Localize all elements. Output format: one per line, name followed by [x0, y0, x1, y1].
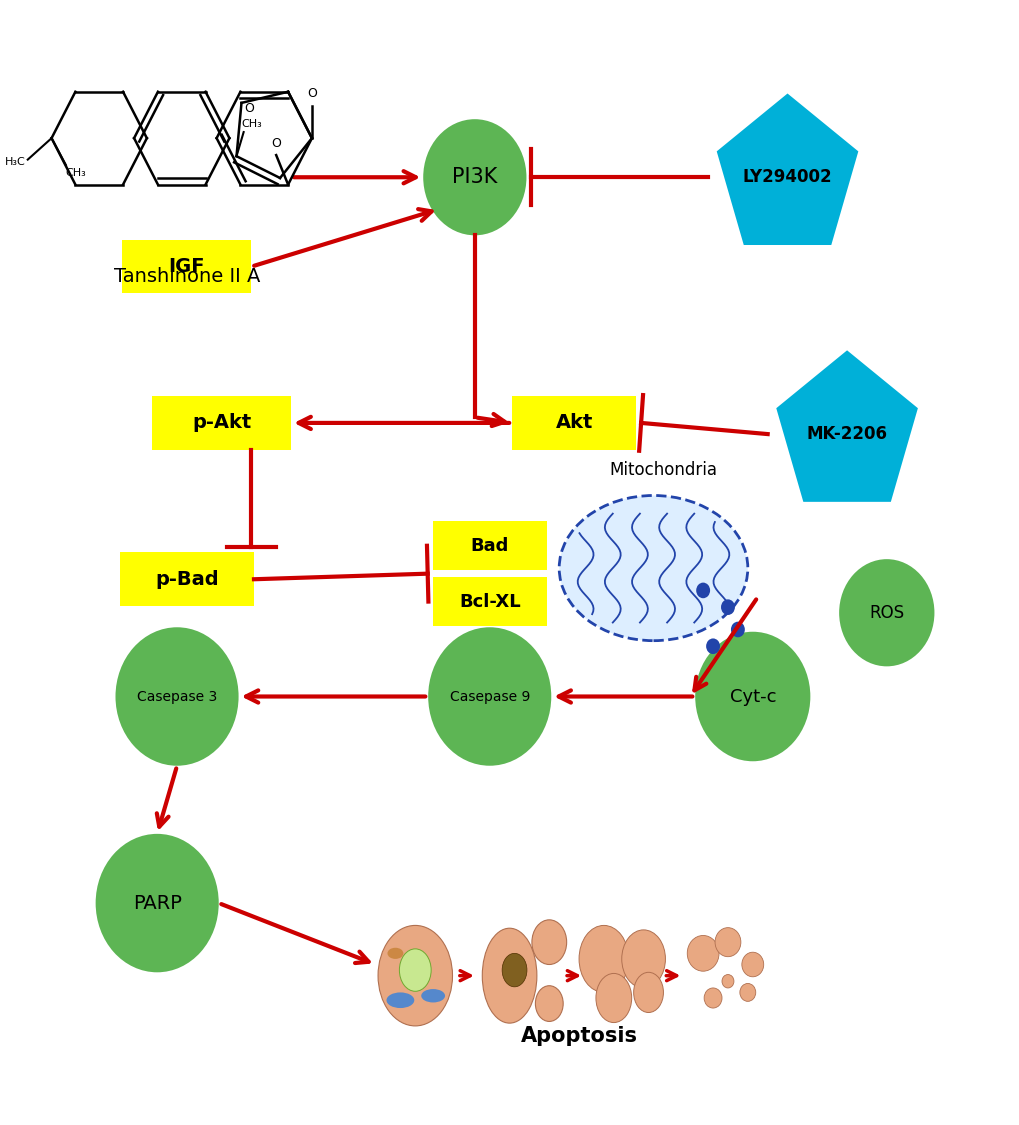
Ellipse shape [386, 992, 414, 1008]
Circle shape [720, 600, 735, 615]
Text: Akt: Akt [555, 413, 592, 432]
Ellipse shape [579, 926, 628, 992]
Text: O: O [307, 88, 317, 100]
FancyBboxPatch shape [512, 396, 636, 450]
Ellipse shape [535, 986, 562, 1022]
Circle shape [687, 936, 718, 971]
Polygon shape [775, 350, 917, 502]
Text: CH₃: CH₃ [66, 168, 87, 178]
Text: Bad: Bad [470, 537, 508, 555]
Circle shape [739, 983, 755, 1001]
Circle shape [705, 638, 719, 654]
Polygon shape [716, 93, 857, 245]
Circle shape [428, 628, 550, 766]
Text: Bcl-XL: Bcl-XL [459, 593, 520, 611]
Text: O: O [244, 101, 254, 115]
Ellipse shape [558, 495, 747, 640]
Circle shape [96, 834, 218, 972]
Text: PARP: PARP [132, 893, 181, 912]
Text: PI3K: PI3K [451, 168, 497, 187]
Ellipse shape [501, 953, 527, 987]
Text: Casepase 9: Casepase 9 [449, 690, 530, 703]
Text: LY294002: LY294002 [742, 169, 832, 187]
Ellipse shape [482, 928, 536, 1023]
Text: ROS: ROS [868, 604, 904, 622]
Text: Casepase 3: Casepase 3 [137, 690, 217, 703]
Text: Tanshinone II A: Tanshinone II A [114, 267, 260, 286]
Ellipse shape [421, 989, 444, 1002]
Circle shape [115, 628, 238, 766]
Ellipse shape [622, 930, 664, 988]
Circle shape [731, 622, 744, 638]
FancyBboxPatch shape [432, 521, 546, 570]
FancyBboxPatch shape [122, 240, 252, 294]
Circle shape [695, 632, 809, 762]
Ellipse shape [387, 947, 403, 958]
Text: O: O [271, 136, 281, 150]
Text: MK-2206: MK-2206 [806, 425, 887, 443]
Ellipse shape [595, 973, 631, 1023]
Circle shape [423, 119, 526, 235]
Text: CH₃: CH₃ [242, 119, 262, 129]
Circle shape [721, 974, 734, 988]
Circle shape [741, 952, 763, 976]
Circle shape [696, 583, 709, 598]
FancyBboxPatch shape [152, 396, 290, 450]
Ellipse shape [531, 920, 567, 964]
Circle shape [714, 928, 740, 956]
Ellipse shape [633, 972, 662, 1012]
Ellipse shape [399, 948, 431, 991]
Text: Apoptosis: Apoptosis [520, 1026, 637, 1046]
Text: p-Akt: p-Akt [192, 413, 251, 432]
Ellipse shape [378, 926, 452, 1026]
FancyBboxPatch shape [120, 552, 254, 606]
FancyBboxPatch shape [432, 577, 546, 627]
Text: Cyt-c: Cyt-c [729, 687, 775, 705]
Circle shape [703, 988, 721, 1008]
Text: Mitochondria: Mitochondria [608, 461, 716, 479]
Text: IGF: IGF [168, 258, 205, 276]
Text: p-Bad: p-Bad [155, 569, 218, 588]
Text: H₃C: H₃C [5, 156, 25, 166]
Circle shape [839, 559, 933, 666]
